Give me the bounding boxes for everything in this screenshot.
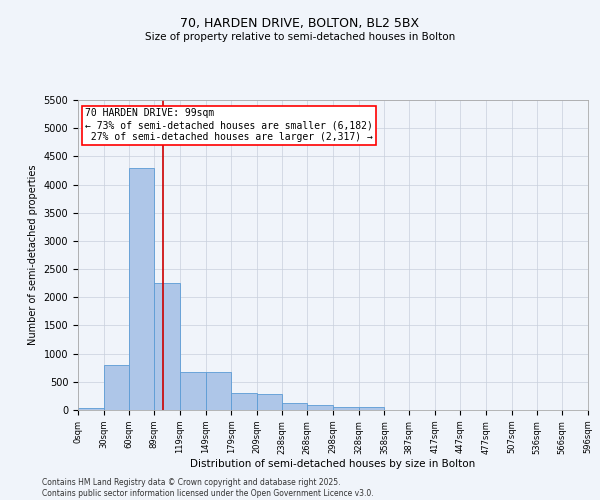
Bar bbox=[104, 365, 130, 410]
Bar bbox=[281, 403, 307, 410]
Bar bbox=[257, 394, 281, 410]
Bar bbox=[307, 406, 333, 410]
Bar bbox=[180, 372, 205, 410]
Bar bbox=[78, 408, 104, 410]
Y-axis label: Number of semi-detached properties: Number of semi-detached properties bbox=[28, 165, 38, 345]
Text: 70 HARDEN DRIVE: 99sqm
← 73% of semi-detached houses are smaller (6,182)
 27% of: 70 HARDEN DRIVE: 99sqm ← 73% of semi-det… bbox=[85, 108, 373, 142]
Bar bbox=[205, 372, 231, 410]
Text: 70, HARDEN DRIVE, BOLTON, BL2 5BX: 70, HARDEN DRIVE, BOLTON, BL2 5BX bbox=[181, 18, 419, 30]
Bar bbox=[130, 168, 154, 410]
Bar bbox=[231, 393, 257, 410]
Text: Contains HM Land Registry data © Crown copyright and database right 2025.
Contai: Contains HM Land Registry data © Crown c… bbox=[42, 478, 374, 498]
Bar bbox=[154, 283, 180, 410]
Text: Size of property relative to semi-detached houses in Bolton: Size of property relative to semi-detach… bbox=[145, 32, 455, 42]
Bar bbox=[333, 406, 359, 410]
Bar bbox=[359, 407, 385, 410]
X-axis label: Distribution of semi-detached houses by size in Bolton: Distribution of semi-detached houses by … bbox=[190, 460, 476, 469]
